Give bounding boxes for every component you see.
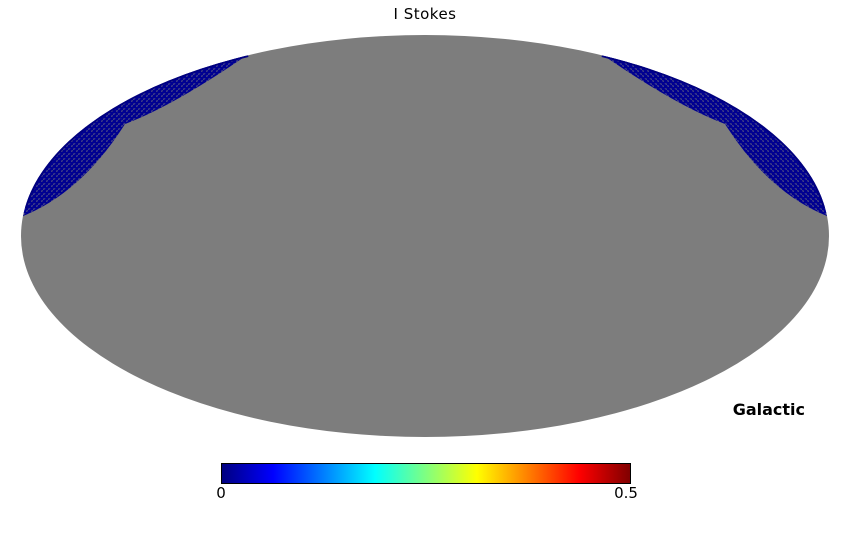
scan-lobe-upper-left [112, 46, 260, 124]
colorbar-min-label: 0 [216, 484, 226, 502]
sky-map-ellipse [21, 35, 829, 437]
page-title: I Stokes [393, 5, 457, 23]
scan-lobe-lower-left [21, 104, 125, 218]
colorbar-gradient [221, 463, 631, 484]
coordinate-system-label: Galactic [732, 400, 805, 419]
colorbar-max-label: 0.5 [614, 484, 638, 502]
